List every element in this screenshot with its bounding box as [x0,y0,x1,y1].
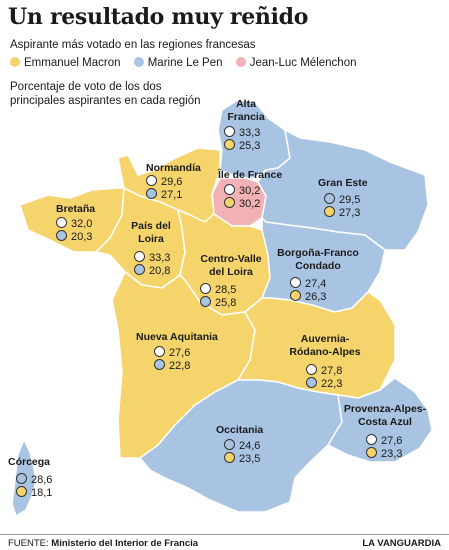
region-values-auvernia-rodano-alpes: 27,8 22,3 [306,364,342,390]
macron-marker-icon [16,486,27,497]
region-label-borgona-franco-condado: Borgoña-Franco Condado [277,247,359,272]
lepen-value: 20,3 [71,231,93,243]
legend-label: Jean-Luc Mélenchon [249,57,357,69]
region-label-ile-de-france: Île de France [218,169,283,181]
macron-marker-icon [154,346,165,357]
macron-marker-icon [200,283,211,294]
macron-value: 27,6 [169,347,191,359]
region-values-corcega: 28,6 18,1 [16,473,52,499]
region-shape-provenza-alpes-costa-azul[interactable] [327,377,433,463]
map-subtitle: Aspirante más votado en las regiones fra… [10,39,256,51]
macron-value: 33,3 [149,252,171,264]
lepen-value: 25,3 [239,140,261,152]
legend-swatch-melenchon [235,57,246,67]
map-note: Porcentaje de voto de los dos principale… [10,81,201,107]
lepen-value: 27,6 [381,435,403,447]
region-values-occitania: 24,6 23,5 [224,439,260,465]
lepen-marker-icon [56,230,67,241]
page-title: Un resultado muy reñido [8,4,309,30]
lepen-marker-icon [154,359,165,370]
lepen-value: 22,3 [321,378,343,390]
macron-marker-icon [324,206,335,217]
source-note: FUENTE: Ministerio del Interior de Franc… [8,538,198,549]
source-label: FUENTE: [8,538,49,549]
region-label-provenza-alpes-costa-azul: Provenza-Alpes-Costa Azul [343,403,427,428]
region-label-bretana: Bretaña [56,203,96,215]
region-values-alta-francia: 33,3 25,3 [224,126,260,152]
region-label-corcega: Córcega [8,456,51,468]
legend-item-macron: Emmanuel Macron [10,57,121,69]
macron-value: 32,0 [71,218,93,230]
macron-value: 27,3 [339,207,361,219]
lepen-value: 24,6 [239,440,261,452]
lepen-marker-icon [366,434,377,445]
macron-marker-icon [224,126,235,137]
macron-marker-icon [306,364,317,375]
second-value: 30,2 [239,198,261,210]
region-label-centro-valle-del-loira: Centro-Valle del Loira [200,253,262,278]
region-values-normandia: 29,6 27,1 [146,175,182,201]
macron-value: 18,1 [31,487,53,499]
region-values-bretana: 32,0 20,3 [56,217,92,243]
region-label-gran-este: Gran Este [318,177,368,189]
legend-swatch-lepen [133,57,144,67]
legend-swatch-macron [10,57,20,67]
first-value: 30,2 [239,185,261,197]
macron-marker-icon [134,251,145,262]
macron-marker-icon [146,175,157,186]
region-label-alta-francia: Alta Francia [227,98,265,123]
lepen-value: 25,8 [215,297,237,309]
lepen-marker-icon [146,188,157,199]
macron-value: 27,4 [305,278,327,290]
region-shape-occitania[interactable] [139,379,343,513]
macron-value: 23,5 [239,453,261,465]
brand-logo: LA VANGUARDIA [362,538,441,549]
macron-marker-icon [224,452,235,463]
lepen-value: 27,1 [161,189,183,201]
region-values-provenza-alpes-costa-azul: 27,6 23,3 [366,434,402,460]
lepen-value: 26,3 [305,291,327,303]
legend-label: Emmanuel Macron [24,57,121,69]
region-label-normandia: Normandía [146,162,201,174]
region-values-centro-valle-del-loira: 28,5 25,8 [200,283,236,309]
macron-value: 27,8 [321,365,343,377]
lepen-marker-icon [290,290,301,301]
legend-label: Marine Le Pen [147,57,223,69]
macron-value: 23,3 [381,448,403,460]
lepen-value: 28,6 [31,474,53,486]
region-label-auvernia-rodano-alpes: Auvernia-Ródano-Alpes [289,333,361,358]
region-values-gran-este: 29,5 27,3 [324,193,360,219]
footer-divider [0,534,449,535]
legend: Emmanuel Macron Marine Le Pen Jean-Luc M… [10,57,366,69]
region-values-borgona-franco-condado: 27,4 26,3 [290,277,326,303]
lepen-marker-icon [324,193,335,204]
macron-value: 33,3 [239,127,261,139]
legend-item-lepen: Marine Le Pen [133,57,223,69]
region-label-nueva-aquitania: Nueva Aquitania [136,331,218,343]
macron-marker-icon [56,217,67,228]
lepen-marker-icon [16,473,27,484]
lepen-value: 20,8 [149,265,171,277]
macron-marker-icon [290,277,301,288]
region-values-pais-del-loira: 33,3 20,8 [134,251,170,277]
lepen-marker-icon [306,377,317,388]
lepen-marker-icon [134,264,145,275]
region-values-ile-de-france: 30,2 30,2 [224,184,260,210]
macron-marker-icon [366,447,377,458]
region-values-nueva-aquitania: 27,6 22,8 [154,346,190,372]
lepen-marker-icon [224,439,235,450]
lepen-value: 22,8 [169,360,191,372]
melenchon-marker-icon [224,184,235,195]
macron-value: 28,5 [215,284,237,296]
source-text: Ministerio del Interior de Francia [51,538,199,549]
legend-item-melenchon: Jean-Luc Mélenchon [235,57,357,69]
lepen-marker-icon [224,139,235,150]
macron-value: 29,6 [161,176,183,188]
region-label-occitania: Occitania [216,424,264,436]
macron-marker-icon [224,197,235,208]
lepen-marker-icon [200,296,211,307]
region-label-pais-del-loira: País del Loira [131,220,171,245]
lepen-value: 29,5 [339,194,361,206]
